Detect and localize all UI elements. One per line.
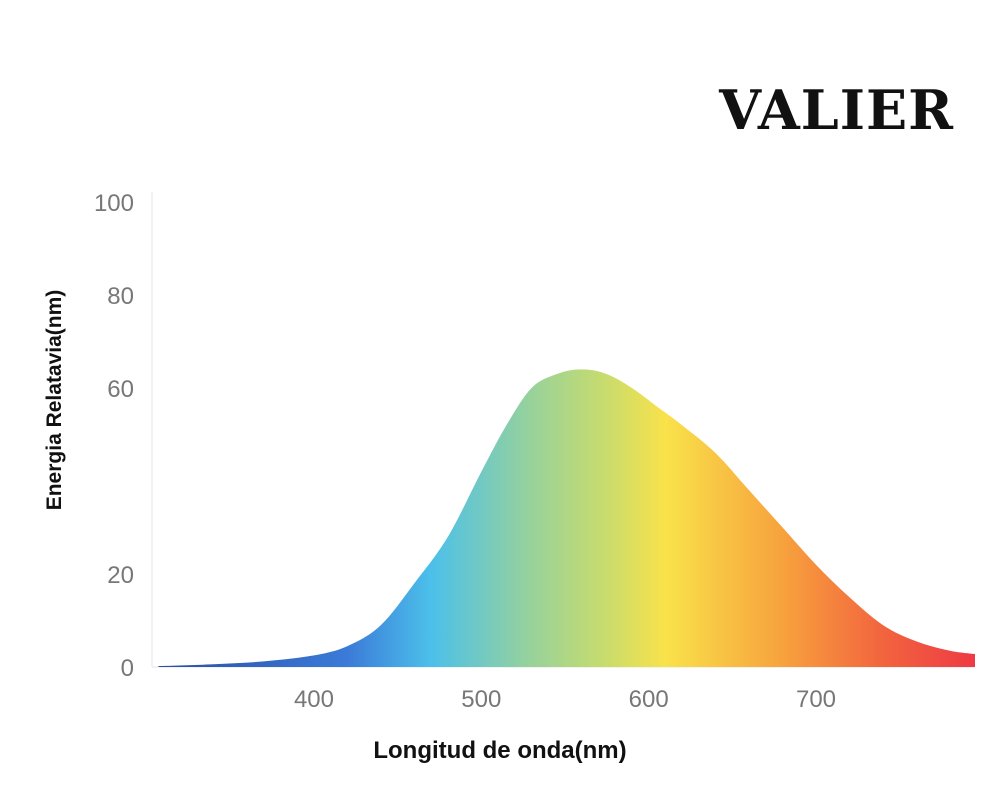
- x-axis-ticks: 400 500 600 700: [294, 686, 836, 713]
- x-axis-title: Longitud de onda(nm): [373, 737, 626, 764]
- x-tick-label: 500: [461, 686, 501, 713]
- spectrum-area: [158, 369, 976, 667]
- y-tick-label: 60: [107, 376, 134, 403]
- x-tick-label: 600: [629, 686, 669, 713]
- y-tick-label: 20: [107, 562, 134, 589]
- y-axis-ticks: 0 20 60 80 100: [94, 190, 134, 682]
- y-tick-label: 80: [107, 283, 134, 310]
- brand-logo: VALIER: [719, 78, 954, 142]
- y-axis-title: Energia Relatavia(nm): [43, 290, 66, 511]
- y-tick-label: 100: [94, 190, 134, 217]
- y-tick-label: 0: [121, 655, 134, 682]
- x-tick-label: 700: [796, 686, 836, 713]
- x-tick-label: 400: [294, 686, 334, 713]
